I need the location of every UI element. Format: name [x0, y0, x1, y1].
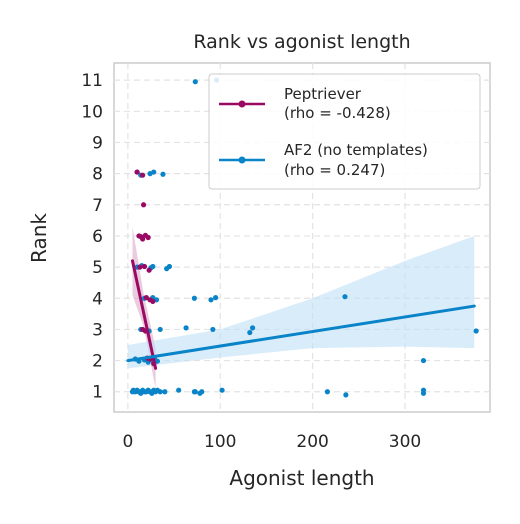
af2-point: [150, 263, 156, 270]
regression-lines: [126, 259, 476, 370]
x-tick-label: 0: [122, 432, 133, 452]
regression-line-peptriever: [130, 259, 158, 370]
legend-peptriever-rho: (rho = -0.428): [284, 104, 391, 122]
peptriever-point: [140, 172, 146, 178]
y-tick-label: 4: [92, 289, 103, 309]
y-tick-label: 10: [81, 102, 103, 122]
peptriever-point: [137, 264, 143, 270]
x-tick-label: 100: [204, 432, 236, 452]
af2-point: [176, 387, 182, 393]
x-axis-label: Agonist length: [229, 466, 374, 490]
x-tick-label: 200: [296, 432, 328, 452]
af2-point: [324, 389, 331, 395]
y-tick-label: 7: [92, 196, 103, 216]
af2-point: [247, 329, 253, 336]
legend-af2-name: AF2 (no templates): [284, 141, 428, 159]
af2-point: [192, 389, 198, 395]
af2-point: [420, 357, 427, 364]
af2-point: [157, 326, 163, 333]
af2-point: [162, 389, 168, 395]
af2-point: [210, 326, 216, 333]
af2-point: [219, 387, 225, 393]
af2-point: [160, 171, 166, 177]
af2-point: [154, 358, 161, 364]
peptriever-point: [146, 267, 152, 273]
y-tick-label: 9: [92, 133, 103, 153]
y-tick-label: 6: [92, 227, 103, 247]
chart-title: Rank vs agonist length: [193, 31, 410, 53]
y-tick-label: 3: [92, 320, 103, 340]
af2-point: [199, 389, 205, 395]
y-tick-labels: 1 2 3 4 5 6 7 8 9 10 11: [81, 71, 103, 403]
af2-point: [166, 263, 173, 270]
af2-point: [151, 169, 157, 175]
af2-point: [213, 295, 219, 301]
y-tick-label: 1: [92, 383, 103, 403]
af2-point: [420, 390, 427, 396]
peptriever-point: [141, 263, 148, 270]
legend: Peptriever (rho = -0.428) AF2 (no templa…: [208, 73, 481, 190]
peptriever-point: [134, 169, 140, 175]
ci-band-af2: [127, 235, 475, 369]
af2-point: [343, 392, 349, 398]
x-tick-labels: 0 100 200 300: [122, 432, 421, 452]
legend-af2-rho: (rho = 0.247): [284, 161, 385, 179]
legend-box: [208, 73, 481, 190]
af2-point: [473, 328, 479, 334]
af2-point: [342, 294, 348, 300]
legend-peptriever-marker: [238, 100, 246, 108]
peptriever-point: [140, 202, 147, 208]
legend-peptriever-name: Peptriever: [284, 85, 362, 103]
peptriever-point: [140, 236, 146, 242]
y-tick-label: 2: [92, 352, 103, 372]
af2-point: [191, 295, 197, 301]
af2-point: [208, 297, 214, 303]
y-tick-label: 5: [92, 258, 103, 278]
af2-point: [192, 79, 198, 85]
peptriever-point: [145, 234, 151, 241]
legend-af2-marker: [238, 156, 246, 164]
peptriever-point: [150, 298, 156, 304]
x-tick-label: 300: [389, 432, 421, 452]
af2-point: [157, 389, 163, 395]
y-axis-label: Rank: [27, 213, 51, 263]
regression-line-af2: [126, 304, 476, 363]
af2-point: [183, 325, 189, 331]
y-tick-label: 8: [92, 165, 103, 185]
af2-point: [249, 325, 256, 331]
y-tick-label: 11: [81, 71, 103, 91]
